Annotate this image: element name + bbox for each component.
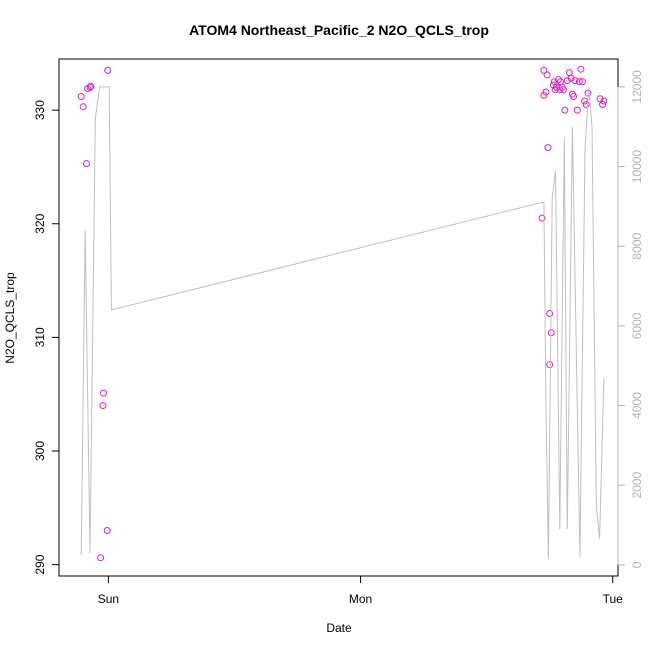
y2-tick-label: 4000: [630, 392, 644, 419]
data-point: [567, 74, 575, 82]
series-1-line: [80, 86, 605, 559]
data-point: [599, 101, 607, 108]
data-point: [104, 66, 112, 74]
x-tick-label: Sun: [98, 592, 119, 606]
chart-marks: [77, 65, 608, 562]
data-point: [86, 83, 94, 91]
y-tick-label: 290: [33, 554, 47, 574]
data-point: [542, 88, 550, 96]
data-point: [540, 91, 548, 99]
x-tick-label: Mon: [349, 592, 372, 606]
data-point: [561, 106, 569, 114]
data-point: [596, 95, 604, 103]
data-point: [570, 93, 578, 100]
data-point: [571, 77, 579, 85]
data-point: [577, 65, 585, 73]
y2-tick-label: 2000: [630, 472, 644, 499]
y2-tick-label: 8000: [630, 233, 644, 260]
y-tick-label: 300: [33, 441, 47, 461]
chart-title: ATOM4 Northeast_Pacific_2 N2O_QCLS_trop: [189, 22, 489, 38]
chart-axes: Sun Mon Tue 290 300 310 320 330 0 2000 4000 6000 800…: [33, 70, 644, 606]
y-tick-label: 310: [33, 327, 47, 347]
data-point: [546, 310, 554, 317]
data-point: [565, 69, 573, 77]
y-tick-label: 330: [33, 100, 47, 120]
data-point: [538, 214, 546, 222]
data-point: [79, 103, 87, 111]
data-point: [99, 402, 107, 410]
data-point: [578, 78, 586, 86]
data-point: [581, 97, 588, 105]
data-point: [573, 106, 581, 114]
data-point: [555, 76, 562, 83]
data-point: [99, 389, 107, 397]
data-point: [87, 82, 95, 90]
y2-tick-label: 6000: [630, 312, 644, 339]
x-tick-label: Tue: [603, 592, 624, 606]
data-point: [560, 86, 567, 94]
data-point: [544, 144, 552, 152]
data-point: [543, 71, 551, 79]
data-point: [600, 97, 608, 105]
y-axis-label: N2O_QCLS_trop: [3, 272, 17, 364]
plot-area-frame: [58, 58, 619, 577]
x-axis-label: Date: [326, 621, 352, 635]
y-tick-label: 320: [33, 213, 47, 233]
y2-tick-label: 10000: [630, 150, 644, 184]
data-point: [103, 527, 111, 534]
data-point: [83, 160, 90, 167]
data-point: [546, 361, 554, 369]
data-point: [575, 78, 583, 86]
y2-tick-label: 12000: [630, 70, 644, 104]
data-point: [563, 77, 571, 85]
data-point: [77, 93, 85, 100]
y2-tick-label: 0: [630, 561, 644, 568]
data-point: [582, 101, 590, 108]
data-point: [97, 554, 105, 562]
data-point: [540, 66, 548, 74]
